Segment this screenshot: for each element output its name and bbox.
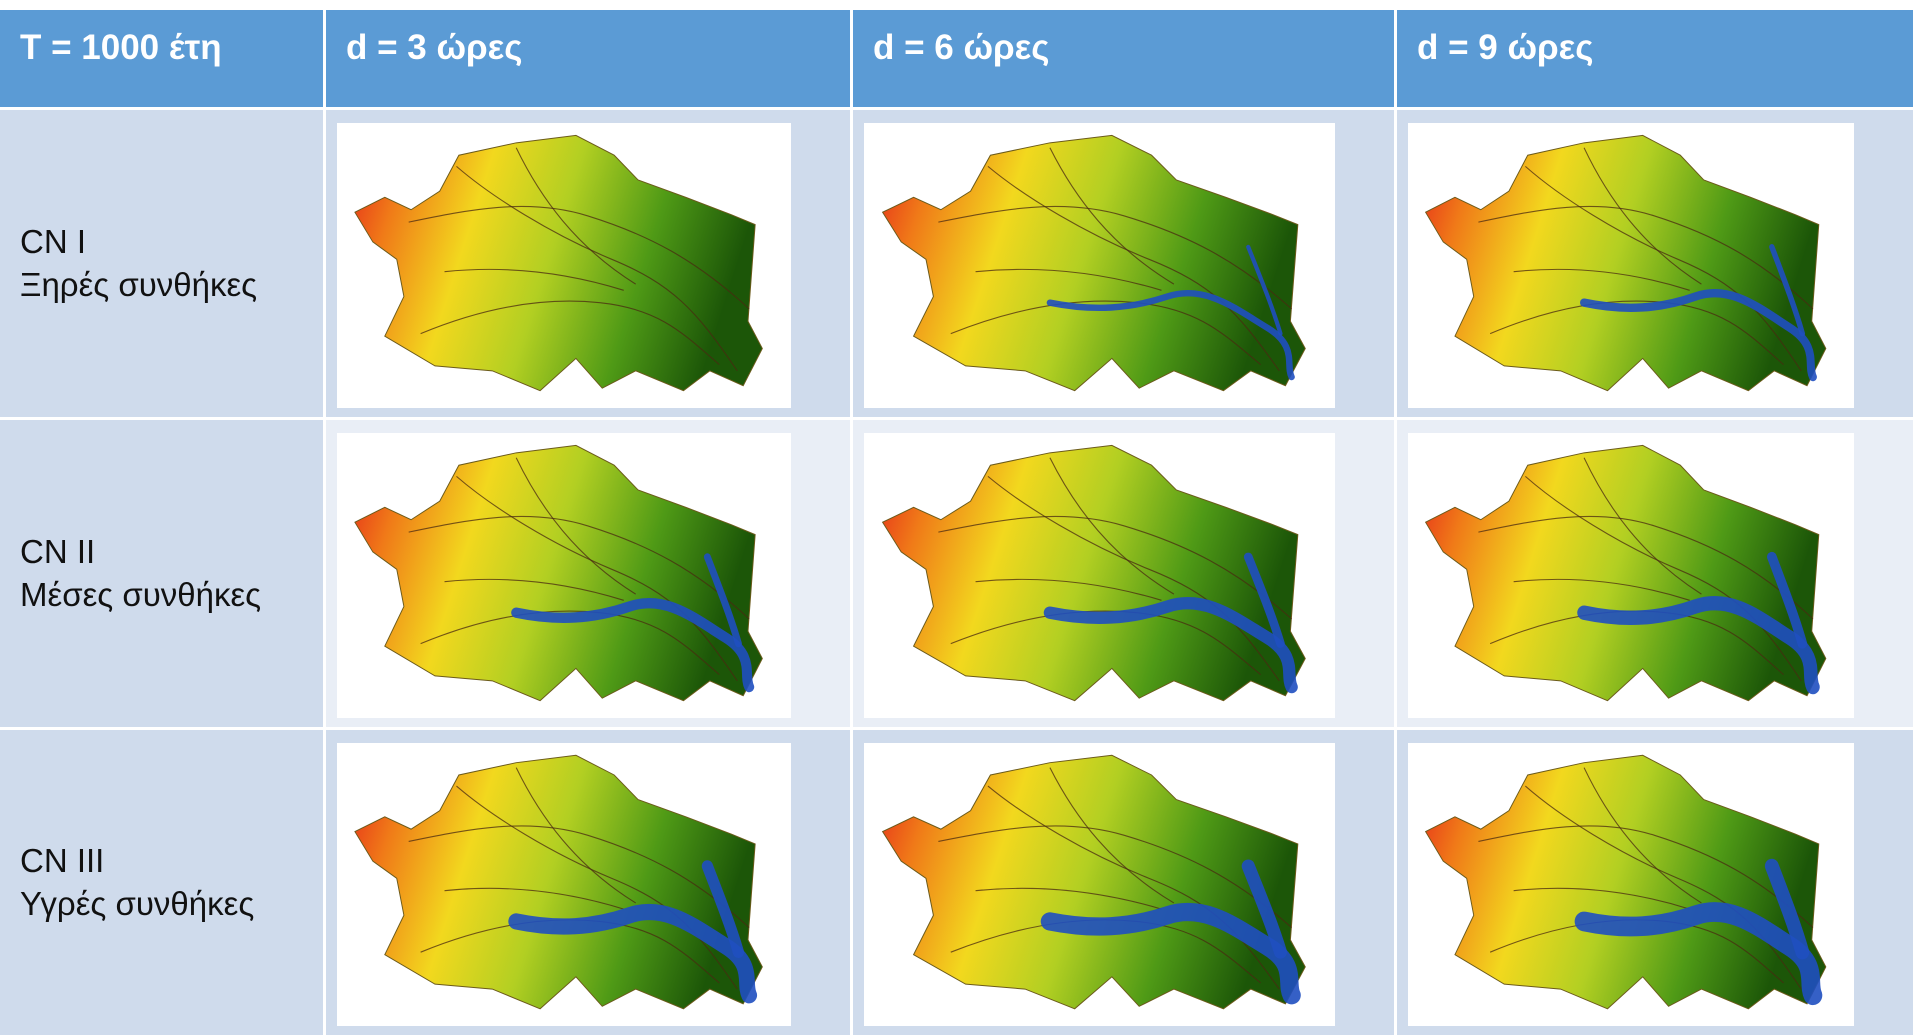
catchment <box>355 445 762 700</box>
page: T = 1000 έτηd = 3 ώρεςd = 6 ώρεςd = 9 ώρ… <box>0 0 1913 1035</box>
map-image <box>337 123 791 408</box>
map-image <box>864 743 1335 1026</box>
map-image <box>1408 123 1854 408</box>
map-image <box>864 123 1335 408</box>
header-cell: d = 6 ώρες <box>853 10 1394 107</box>
row-label: CN II <box>20 531 303 574</box>
catchment <box>883 445 1306 700</box>
header-cell: d = 9 ώρες <box>1397 10 1913 107</box>
map-image <box>337 433 791 718</box>
map-image <box>1408 433 1854 718</box>
row-description: Μέσες συνθήκες <box>20 574 303 617</box>
header-cell: d = 3 ώρες <box>326 10 850 107</box>
catchment <box>355 135 762 390</box>
row-description: Υγρές συνθήκες <box>20 883 303 926</box>
map-image <box>864 433 1335 718</box>
row-description: Ξηρές συνθήκες <box>20 264 303 307</box>
map <box>1408 123 1854 408</box>
map <box>864 743 1335 1026</box>
map <box>864 433 1335 718</box>
map <box>337 433 791 718</box>
map-image <box>337 743 791 1026</box>
catchment <box>1426 445 1826 700</box>
catchment <box>883 135 1306 390</box>
header-cell: T = 1000 έτη <box>0 10 323 107</box>
map <box>337 743 791 1026</box>
map <box>1408 433 1854 718</box>
catchment <box>355 755 762 1008</box>
map-image <box>1408 743 1854 1026</box>
map <box>864 123 1335 408</box>
catchment <box>1426 755 1826 1008</box>
catchment <box>883 755 1306 1008</box>
row-label: CN I <box>20 221 303 264</box>
catchment <box>1426 135 1826 390</box>
map <box>337 123 791 408</box>
row-label: CN III <box>20 840 303 883</box>
map <box>1408 743 1854 1026</box>
